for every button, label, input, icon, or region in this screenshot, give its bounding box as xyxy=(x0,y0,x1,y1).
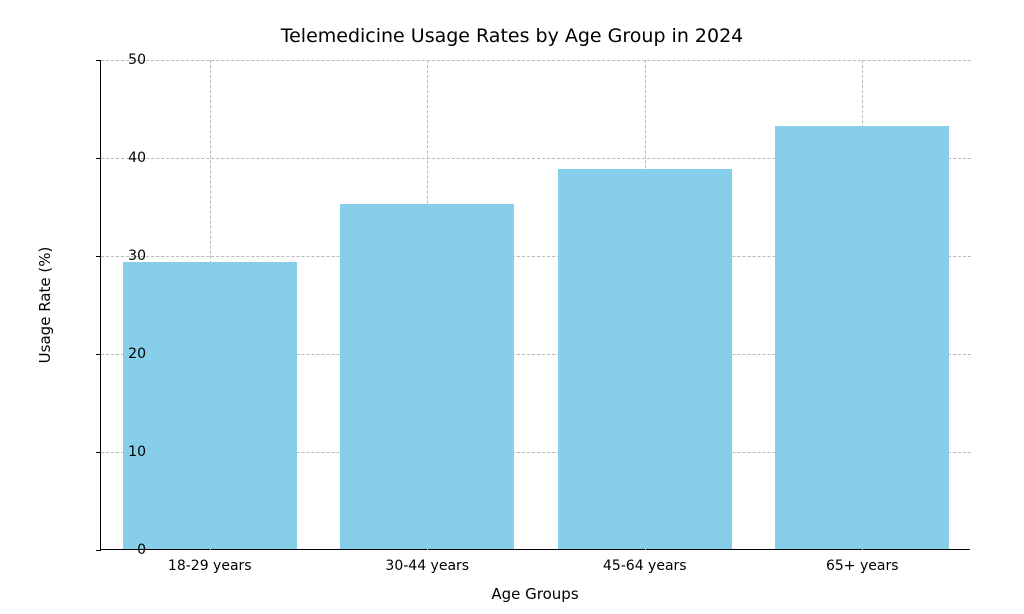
y-tick-label: 20 xyxy=(106,346,146,362)
bar xyxy=(775,126,949,549)
x-tick-label: 30-44 years xyxy=(385,558,469,574)
x-axis-label: Age Groups xyxy=(491,585,578,603)
y-tick-mark xyxy=(96,158,101,159)
y-tick-label: 0 xyxy=(106,542,146,558)
y-tick-label: 30 xyxy=(106,248,146,264)
y-tick-mark xyxy=(96,60,101,61)
plot-area: 18-29 years30-44 years45-64 years65+ yea… xyxy=(100,60,970,550)
y-tick-label: 50 xyxy=(106,52,146,68)
bar xyxy=(558,169,732,549)
x-tick-label: 65+ years xyxy=(826,558,899,574)
bar xyxy=(123,262,297,549)
y-tick-label: 10 xyxy=(106,444,146,460)
y-tick-mark xyxy=(96,256,101,257)
chart-title: Telemedicine Usage Rates by Age Group in… xyxy=(0,25,1024,47)
y-tick-mark xyxy=(96,550,101,551)
grid-line-horizontal xyxy=(101,60,971,61)
x-tick-label: 45-64 years xyxy=(603,558,687,574)
chart-container: 18-29 years30-44 years45-64 years65+ yea… xyxy=(100,60,970,550)
y-tick-label: 40 xyxy=(106,150,146,166)
x-tick-label: 18-29 years xyxy=(168,558,252,574)
y-axis-label: Usage Rate (%) xyxy=(36,247,54,364)
bar xyxy=(340,204,514,549)
y-tick-mark xyxy=(96,354,101,355)
y-tick-mark xyxy=(96,452,101,453)
